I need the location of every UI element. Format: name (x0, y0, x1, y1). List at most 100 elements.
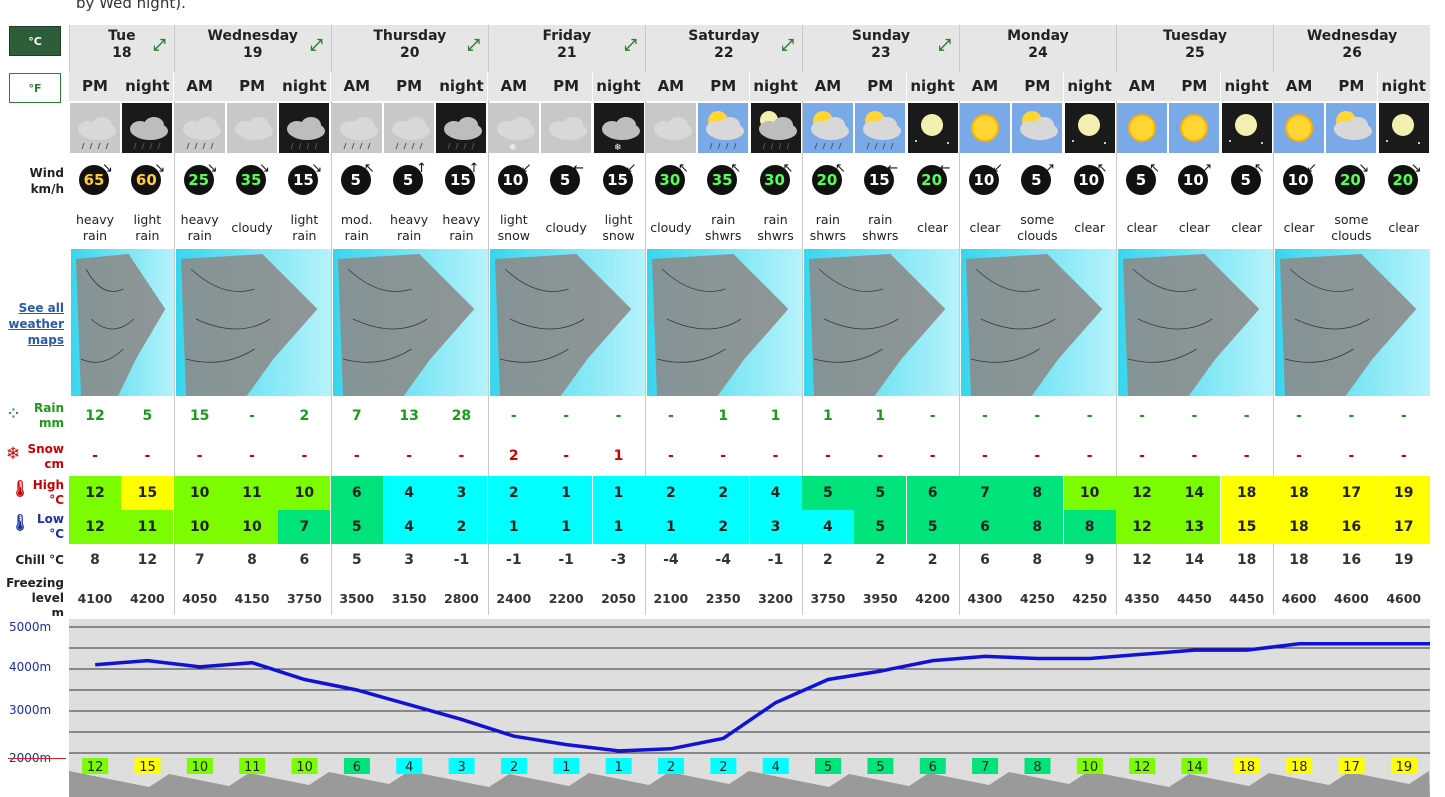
summary-line: cloudy (650, 220, 692, 235)
day-header: Thursday 20 ⤢ (330, 25, 488, 72)
summary-line: clear (1283, 220, 1315, 235)
summary-line: snow (602, 228, 635, 243)
low-temp: 2 (435, 510, 488, 544)
freezing-level: 2050 (601, 591, 636, 606)
wind-label: Wind km/h (29, 166, 64, 196)
weather-icon (1012, 103, 1063, 153)
snow-value: - (1400, 448, 1407, 464)
rain-value: - (1348, 408, 1355, 424)
weather-map[interactable] (958, 249, 1116, 396)
expand-icon[interactable]: ⤢ (781, 35, 794, 54)
expand-icon[interactable]: ⤢ (624, 35, 637, 54)
snow-value: - (929, 448, 936, 464)
wind-direction-icon: ↘ (154, 161, 166, 176)
weather-map[interactable] (801, 249, 959, 396)
snow-value: - (772, 448, 779, 464)
wind-chill: 6 (980, 552, 990, 568)
weather-icon (436, 103, 487, 153)
summary-line: heavy (75, 212, 115, 227)
weather-summary: cloudy (645, 210, 697, 246)
low-temp: 16 (1325, 510, 1378, 544)
wind-direction-icon: ↖ (677, 161, 689, 176)
high-temp: 10 (173, 476, 226, 510)
wind-speed-badge: 35 (236, 165, 267, 195)
weather-summary: heavy rain (174, 210, 226, 246)
weather-summary: rain shwrs (750, 210, 802, 246)
snow-value: - (1139, 448, 1145, 464)
summary-line: heavy (180, 212, 219, 227)
wind-direction-icon: ↖ (782, 161, 794, 176)
graph-temp-chip: 19 (1390, 758, 1417, 775)
forecast-period: night 10 ↖ clear - -10 8 9 4250 (1063, 25, 1116, 615)
wind-direction-icon: ← (939, 161, 951, 176)
weather-summary: mod. rain (331, 210, 383, 246)
day-name: Wednesday (1306, 28, 1398, 44)
expand-icon[interactable]: ⤢ (152, 35, 166, 54)
graph-axis-label: 4000m (9, 660, 52, 674)
forecast-period: PM 5 ↑ heavy rain 13 - 4 4 3 3150 (383, 25, 436, 615)
graph-temp-chip: 12 (82, 758, 109, 775)
day-separator (1116, 25, 1117, 615)
expand-icon[interactable]: ⤢ (309, 35, 323, 54)
weather-summary: clear (1116, 210, 1168, 246)
day-number: 21 (557, 45, 577, 61)
expand-icon[interactable]: ⤢ (466, 35, 480, 54)
wind-speed-badge: 60 (131, 165, 162, 195)
snow-value: - (1348, 448, 1355, 464)
raindrops-icon: ⁘ (8, 407, 19, 422)
weather-map[interactable] (1116, 249, 1274, 396)
wind-speed-badge: 20 (1335, 165, 1366, 195)
graph-temp-chip: 11 (239, 758, 266, 775)
wind-speed-badge: 10 (1178, 165, 1209, 195)
forecast-period: night ❄ 15 ↙ light snow -1 1 1 -3 2050 (592, 25, 645, 615)
summary-line: rain (135, 228, 160, 243)
snow-value: - (301, 448, 308, 464)
wind-chill: -1 (506, 552, 522, 568)
wind-chill: 12 (1132, 552, 1152, 568)
snow-label: ❄ Snow cm (6, 442, 64, 471)
axis-arrow-icon (8, 758, 66, 759)
period-label: night (749, 72, 802, 101)
fahrenheit-button[interactable]: °F (9, 73, 61, 103)
wind-speed-badge: 15 (445, 165, 476, 195)
weather-summary: clear (1168, 210, 1220, 246)
wind-chill: 16 (1341, 552, 1362, 568)
low-temp: 4 (383, 510, 436, 544)
rain-value: - (1139, 408, 1145, 424)
weather-map[interactable] (69, 249, 174, 396)
wind-speed-badge: 10 (497, 165, 528, 195)
period-label: AM (1116, 72, 1168, 101)
low-temp: 1 (644, 510, 697, 544)
rain-value: - (563, 408, 570, 424)
rain-value: - (1296, 408, 1302, 424)
weather-map[interactable] (1273, 249, 1431, 396)
graph-temp-chip: 6 (343, 758, 370, 775)
weather-summary: some clouds (1011, 210, 1063, 246)
snow-value: 2 (508, 448, 519, 464)
weather-map[interactable] (330, 249, 488, 396)
summary-line: cloudy (231, 220, 273, 235)
svg-text:5: 5 (824, 760, 832, 775)
weather-map[interactable] (487, 249, 645, 396)
weather-icon (1378, 103, 1429, 153)
svg-text:12: 12 (1134, 760, 1151, 775)
summary-line: rain (711, 212, 736, 227)
rain-value: - (1034, 408, 1041, 424)
celsius-button[interactable]: °C (9, 26, 61, 56)
weather-icon (645, 103, 696, 153)
freezing-level: 4600 (1281, 591, 1317, 606)
day-name: Thursday (373, 28, 447, 44)
graph-temp-chip: 3 (448, 758, 475, 775)
freezing-level: 4600 (1333, 591, 1369, 606)
see-all-maps-link[interactable]: See all weather maps (8, 301, 64, 347)
weather-map[interactable] (644, 249, 802, 396)
expand-icon[interactable]: ⤢ (938, 35, 951, 54)
wind-speed-badge: 10 (968, 165, 999, 195)
low-temp: 3 (749, 510, 802, 544)
weather-summary: clear (1221, 210, 1273, 246)
svg-text:3: 3 (457, 760, 465, 775)
high-temp: 10 (1063, 476, 1116, 510)
summary-line: rain (396, 228, 422, 243)
weather-map[interactable] (173, 249, 331, 396)
wind-chill: -4 (663, 552, 679, 568)
